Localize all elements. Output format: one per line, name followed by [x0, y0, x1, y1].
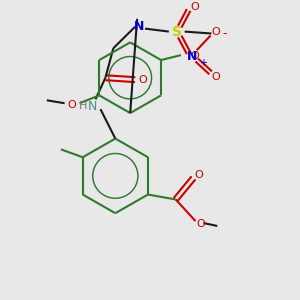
Text: O: O [194, 170, 203, 180]
Text: O: O [211, 27, 220, 37]
Text: N: N [187, 50, 197, 63]
Text: O: O [196, 219, 205, 229]
Text: +: + [199, 58, 207, 68]
Text: O: O [139, 75, 147, 85]
Text: O: O [211, 72, 220, 82]
Text: -: - [222, 27, 227, 40]
Text: O: O [67, 100, 76, 110]
Text: N: N [88, 100, 97, 113]
Text: O: O [190, 2, 199, 12]
Text: O: O [190, 51, 199, 61]
Text: H: H [78, 101, 87, 111]
Text: S: S [172, 25, 182, 39]
Text: N: N [134, 20, 144, 33]
